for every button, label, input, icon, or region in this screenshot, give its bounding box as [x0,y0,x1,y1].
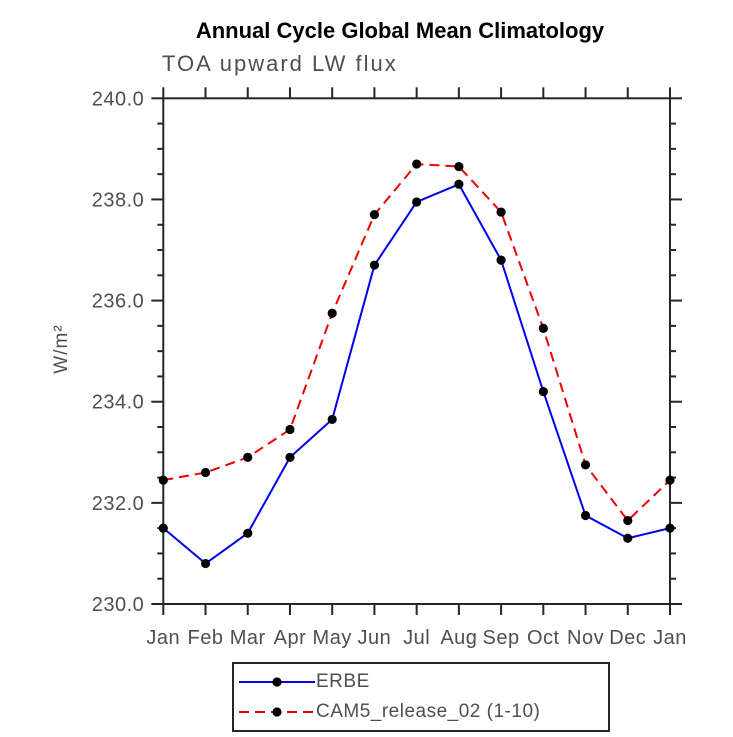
chart-subtitle: TOA upward LW flux [162,51,398,76]
x-tick-label: Apr [274,627,307,649]
data-point-marker [538,323,548,333]
plot-frame [162,97,672,606]
x-tick-label: Aug [440,627,477,649]
data-point-marker [158,523,168,533]
y-tick-label: 238.0 [92,189,145,211]
x-tick-label: Jan [146,627,180,649]
data-point-marker [158,475,168,485]
data-point-marker [200,467,211,478]
x-tick-label: Mar [230,627,266,649]
y-tick-label: 232.0 [92,493,145,515]
data-point-marker [412,159,422,169]
series-line-cam5_release_02-1-10- [163,163,671,522]
legend: ERBE CAM5_release_02 (1-10) [232,662,610,732]
data-point-marker [496,207,506,217]
x-tick-label: Jun [358,627,392,649]
data-point-marker [580,510,591,521]
data-point-marker [285,452,295,462]
x-tick-label: Dec [609,627,646,649]
data-point-marker [454,161,464,172]
legend-label: ERBE [316,671,370,693]
data-point-marker [412,197,422,207]
series-line-erbe [162,183,671,565]
y-tick-label: 230.0 [92,594,145,616]
data-point-marker [327,308,337,318]
data-point-marker [243,528,253,538]
data-point-marker [200,558,211,569]
x-tick-label: Jan [653,627,687,649]
legend-label: CAM5_release_02 (1-10) [316,700,541,722]
y-tick-label: 240.0 [92,88,145,110]
x-tick-label: Sep [483,627,520,649]
data-point-marker [243,452,253,462]
data-point-marker [369,210,380,220]
data-point-marker [623,533,633,543]
data-point-marker [369,260,380,270]
y-tick-label: 234.0 [92,392,145,414]
data-point-marker [496,255,506,265]
legend-item-1: ERBE [239,671,608,693]
legend-marker-dot [272,677,282,687]
data-point-marker [538,387,548,397]
data-point-marker [665,475,675,485]
data-point-marker [285,424,295,435]
x-tick-label: May [313,627,352,649]
legend-item-2: CAM5_release_02 (1-10) [239,701,608,723]
x-tick-label: Feb [188,627,224,649]
legend-marker-dot [272,707,282,717]
data-point-marker [665,523,675,533]
chart-title: Annual Cycle Global Mean Climatology [195,18,605,43]
y-tick-label: 236.0 [92,291,145,313]
data-point-marker [454,179,464,189]
legend-line-sample [239,677,315,687]
data-point-marker [580,460,591,470]
x-tick-label: Oct [527,627,560,649]
x-tick-label: Jul [403,627,430,649]
data-point-marker [327,414,337,425]
x-tick-label: Nov [567,627,604,649]
data-point-marker [623,515,633,526]
legend-line-sample [239,707,315,717]
